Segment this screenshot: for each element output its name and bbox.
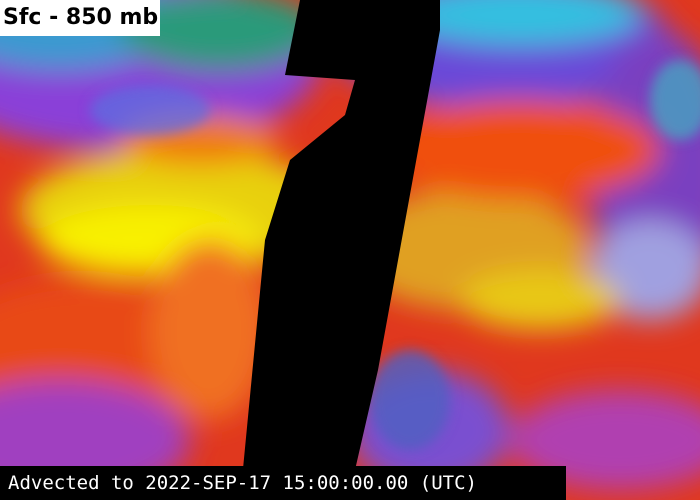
data-gap (240, 0, 440, 500)
land-masses (90, 60, 700, 450)
caption: Advected to 2022-SEP-17 15:00:00.00 (UTC… (0, 466, 566, 500)
title: Sfc - 850 mb (0, 0, 160, 36)
